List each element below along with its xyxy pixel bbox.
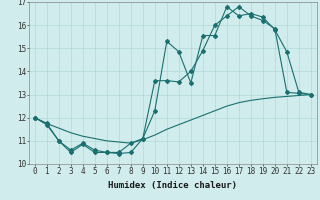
X-axis label: Humidex (Indice chaleur): Humidex (Indice chaleur) [108,181,237,190]
